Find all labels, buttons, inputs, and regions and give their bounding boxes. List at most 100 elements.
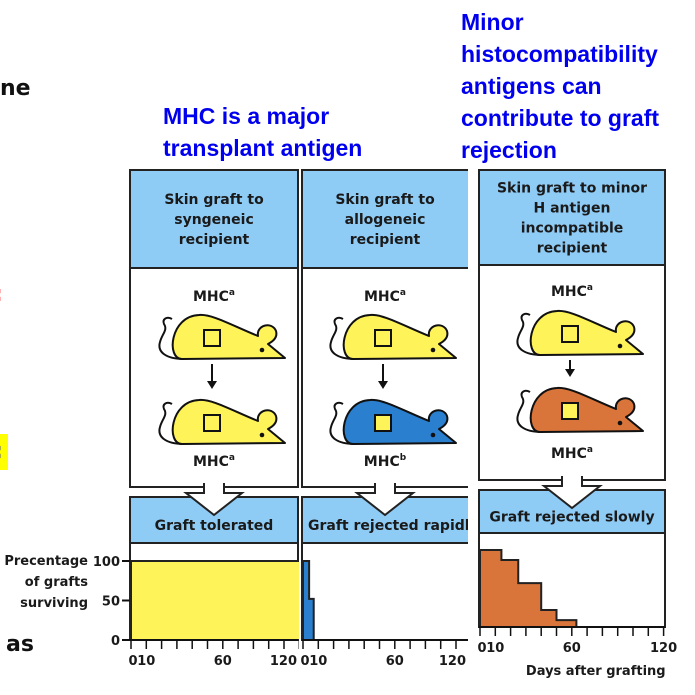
panel-header-text: H antigen (534, 201, 611, 217)
panel-header-text: Skin graft to (164, 192, 264, 208)
mouse-tail (158, 401, 185, 445)
mhc-superscript: a (229, 453, 235, 463)
x-tick-label: 10 (137, 654, 155, 669)
mouse-body (529, 309, 644, 356)
panel-1: Skin graft tosyngeneicrecipientMHCaMHCaG… (128, 169, 299, 669)
x-tick-label: 10 (486, 641, 504, 656)
mouse-tail (516, 389, 543, 433)
mhc-label: MHCa (193, 453, 235, 470)
title-mhc-major: MHC is a major transplant antigen (163, 100, 362, 164)
flow-arrow-icon (541, 476, 603, 510)
survival-step-area (479, 549, 578, 628)
slide-text-fragment: ne (0, 76, 31, 101)
x-axis-label: Days after grafting (526, 664, 666, 679)
x-tick-label: 60 (386, 654, 404, 669)
title-line: MHC is a major (163, 103, 330, 129)
x-tick-label: 60 (214, 654, 232, 669)
title-line: Minor (461, 9, 524, 35)
mhc-text: MHC (551, 446, 587, 462)
skin-graft-patch (374, 414, 392, 432)
down-arrow-icon-head (378, 381, 388, 389)
arrow-joint (376, 480, 394, 486)
y-tick-label: 50 (102, 595, 120, 610)
skin-graft-patch (203, 329, 221, 347)
panel-header-text: allogeneic (345, 212, 426, 228)
mouse-tail (158, 316, 185, 360)
outcome-text: Graft rejected rapidly (308, 518, 479, 534)
x-tick-label: 0 (477, 641, 486, 656)
mouse-eye (617, 420, 623, 426)
mouse-eye (617, 343, 623, 349)
mhc-text: MHC (193, 289, 229, 305)
x-tick-label: 0 (128, 654, 137, 669)
mouse-tail (329, 316, 356, 360)
title-line: rejection (461, 137, 557, 163)
skin-graft-patch (203, 414, 221, 432)
mhc-text: MHC (364, 454, 400, 470)
panel-header-text: Skin graft to (335, 192, 435, 208)
title-line: contribute to graft (461, 105, 660, 131)
mhc-label: MHCa (364, 288, 406, 305)
recipient-mouse (516, 386, 644, 433)
mhc-label: MHCa (551, 283, 593, 300)
x-tick-label: 120 (270, 654, 297, 669)
mhc-text: MHC (364, 289, 400, 305)
donor-mouse (158, 313, 286, 360)
mhc-superscript: b (400, 453, 407, 463)
x-tick-label: 120 (650, 641, 677, 656)
y-tick-label: 100 (93, 555, 120, 570)
donor-mouse (329, 313, 457, 360)
slide-text-fragment: as (6, 632, 34, 657)
panel-header-text: recipient (179, 232, 250, 248)
panel-header-box (301, 169, 468, 269)
mouse-eye (259, 432, 265, 438)
panel-header-box (478, 169, 666, 266)
panel-header-box (129, 169, 299, 269)
flow-arrow-icon (354, 483, 416, 517)
mhc-text: MHC (193, 454, 229, 470)
mouse-body (342, 313, 457, 360)
panel-header-text: incompatible (521, 221, 624, 237)
skin-graft-patch (561, 402, 579, 420)
mouse-tail (516, 312, 543, 356)
title-line: transplant antigen (163, 135, 363, 161)
panel-3: Skin graft to minor H antigen incompatible… (477, 169, 677, 679)
x-tick-label: 60 (563, 641, 581, 656)
panel-header-text: recipient (537, 241, 608, 257)
donor-mouse (516, 309, 644, 356)
x-tick-label: 0 (300, 654, 309, 669)
arrow-joint (205, 480, 223, 486)
slide-text-fragment-highlight: : (0, 434, 8, 470)
arrow-joint (563, 473, 581, 479)
skin-graft-patch (561, 325, 579, 343)
mhc-superscript: a (587, 445, 593, 455)
mouse-body (171, 398, 286, 445)
panel-2: Skin graft toallogeneicrecipientMHCaMHCb… (300, 169, 479, 669)
panel-body-box (301, 267, 468, 488)
mhc-superscript: a (587, 283, 593, 293)
mhc-label: MHCa (551, 445, 593, 462)
mouse-tail (329, 401, 356, 445)
recipient-mouse (158, 398, 286, 445)
mouse-eye (430, 347, 436, 353)
panel-header-text: syngeneic (174, 212, 254, 228)
outcome-text: Graft tolerated (155, 518, 274, 534)
plot-area (301, 542, 468, 641)
flow-arrow-icon (183, 483, 245, 517)
panel-header-text: Skin graft to minor (497, 181, 647, 197)
mouse-body (529, 386, 644, 433)
y-tick-label: 0 (111, 634, 120, 649)
panel-header-text: recipient (350, 232, 421, 248)
mouse-eye (259, 347, 265, 353)
outcome-text: Graft rejected slowly (489, 510, 654, 526)
mouse-eye (430, 432, 436, 438)
mouse-body (171, 313, 286, 360)
mhc-label: MHCb (364, 453, 407, 470)
down-arrow-icon-head (565, 369, 575, 377)
mouse-body (342, 398, 457, 445)
skin-graft-patch (374, 329, 392, 347)
survival-step-area (130, 560, 299, 641)
title-line: antigens can (461, 73, 602, 99)
slide-text-fragment-red: : (0, 282, 3, 308)
